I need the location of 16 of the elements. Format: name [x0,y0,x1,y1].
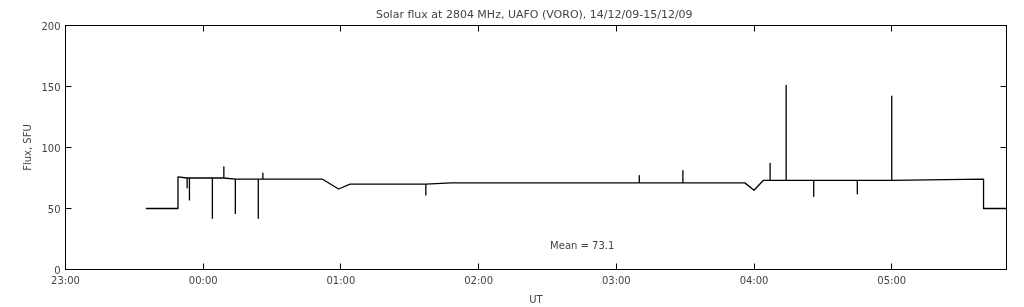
x-tick-label: 02:00 [464,274,494,286]
x-tick-label: 05:00 [877,274,907,286]
y-tick-label: 0 [54,264,61,276]
y-tick-label: 100 [41,142,61,154]
x-tick-label: 23:00 [51,274,80,286]
y-axis-title: Flux, SFU [22,124,34,171]
x-tick-label: 04:00 [739,274,769,286]
y-tick-label: 50 [47,203,61,215]
y-tick-label: 200 [41,20,61,32]
x-tick-label: 03:00 [601,274,631,286]
annotation: Mean = 73.1 [550,239,615,251]
x-axis-title: UT [529,293,544,305]
chart-title: Solar flux at 2804 MHz, UAFO (VORO), 14/12/09-15/12/09 [375,7,693,21]
x-tick-label: 00:00 [188,274,218,286]
y-tick-label: 150 [41,81,61,93]
x-tick-label: 01:00 [326,274,356,286]
